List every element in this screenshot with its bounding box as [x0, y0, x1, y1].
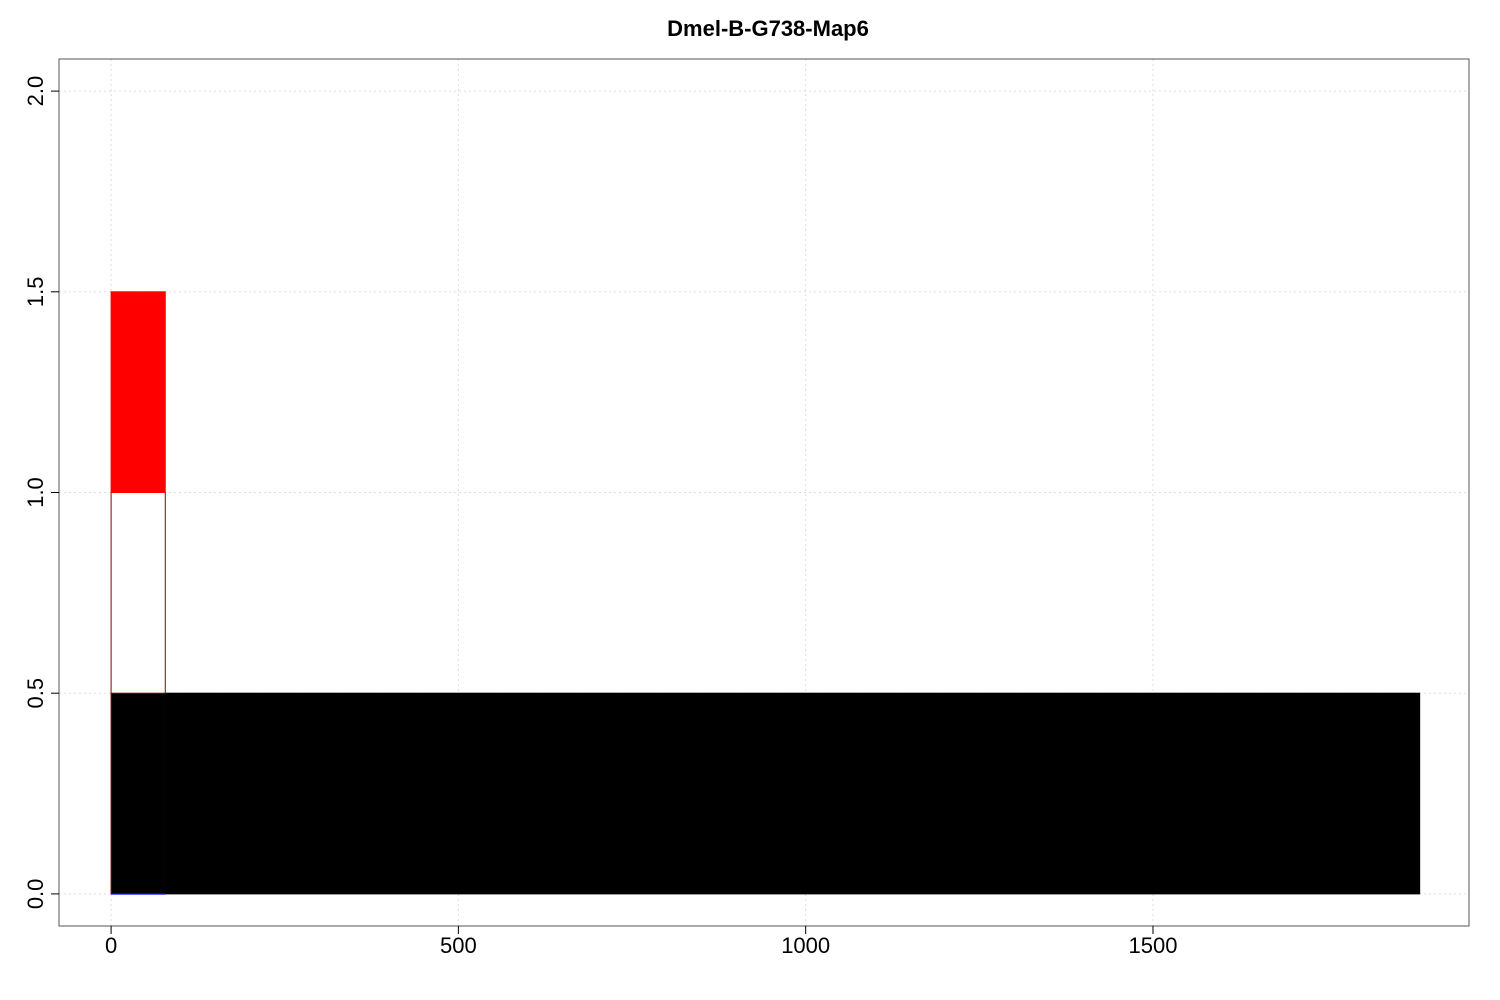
y-tick-label-1: 0.5 — [23, 678, 48, 709]
x-tick-label-2: 1000 — [781, 933, 830, 958]
y-tick-label-4: 2.0 — [23, 76, 48, 107]
bar-segment-0 — [111, 693, 165, 894]
x-tick-label-3: 1500 — [1128, 933, 1177, 958]
bars-layer — [111, 292, 1420, 894]
x-axis: 0 500 1000 1500 — [105, 926, 1177, 958]
bar-segment-3 — [111, 292, 165, 493]
bar-segment-2 — [111, 493, 165, 694]
x-tick-label-1: 500 — [440, 933, 477, 958]
bar-segment-1 — [165, 693, 1419, 894]
x-tick-label-0: 0 — [105, 933, 117, 958]
y-tick-label-0: 0.0 — [23, 879, 48, 910]
y-tick-label-3: 1.5 — [23, 277, 48, 308]
y-tick-label-2: 1.0 — [23, 477, 48, 508]
y-axis: 0.0 0.5 1.0 1.5 2.0 — [23, 76, 59, 909]
